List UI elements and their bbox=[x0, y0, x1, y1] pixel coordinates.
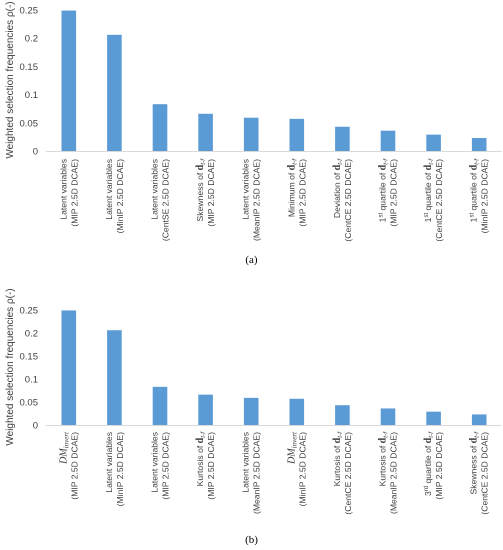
x-tick-label: (MIP 2.5D DCAE) bbox=[69, 432, 79, 500]
y-tick-label: 0.25 bbox=[20, 6, 39, 17]
bar bbox=[243, 397, 259, 425]
y-tick-label: 0.1 bbox=[25, 375, 38, 386]
x-tick-label: DMinvert​ bbox=[286, 431, 298, 465]
bar bbox=[335, 126, 350, 151]
x-tick-label: Latent variables bbox=[104, 159, 114, 220]
x-tick-label: (CentSE 2.5D DCAE) bbox=[161, 159, 171, 241]
y-tick-label: 0.15 bbox=[20, 352, 39, 363]
x-tick-label: Deviation of dt-f​ bbox=[332, 158, 344, 218]
x-tick-label: Latent variables bbox=[150, 432, 160, 493]
x-tick-label: Skewness of dt-f​ bbox=[195, 158, 207, 222]
x-tick-label: DMinvert​ bbox=[58, 431, 70, 465]
x-tick-label: Kurtosis of dt-f​ bbox=[332, 431, 344, 487]
bar bbox=[107, 330, 122, 425]
y-tick-label: 0.1 bbox=[25, 90, 38, 101]
bar bbox=[426, 411, 441, 425]
x-tick-label: Latent variables bbox=[241, 159, 251, 220]
x-tick-label: (MIP 2.5D DCAE) bbox=[206, 159, 216, 227]
x-tick-label: (MeanIP 2.5D DCAE) bbox=[252, 432, 262, 514]
bar bbox=[61, 310, 77, 425]
bar bbox=[335, 405, 350, 425]
panel-label: (b) bbox=[245, 534, 258, 546]
x-tick-label: 1st​ quartile of dt-f​ bbox=[469, 158, 481, 223]
bar bbox=[471, 138, 487, 151]
bar bbox=[152, 104, 168, 151]
y-tick-label: 0.05 bbox=[20, 118, 39, 129]
x-tick-label: Latent variables bbox=[104, 432, 114, 493]
x-tick-label: (CentCE 2.5D DCAE) bbox=[343, 159, 353, 242]
x-tick-label: (MinIP 2.5D DCAE) bbox=[297, 432, 307, 506]
x-tick-label: Skewness of dt-f​ bbox=[469, 431, 481, 495]
x-tick-label: (MIP 2.5D DCAE) bbox=[206, 432, 216, 500]
x-tick-label: (CentCE 2.5D DCAE) bbox=[343, 432, 353, 515]
x-tick-label: Latent variables bbox=[150, 159, 160, 220]
bar bbox=[198, 394, 213, 425]
x-tick-label: Latent variables bbox=[58, 159, 68, 220]
x-tick-label: (MIP 2.5D DCAE) bbox=[161, 432, 171, 500]
chart-panel-a: 0 0.05 0.1 0.15 0.2 0.25 Weighted selection fr… bbox=[5, 1, 502, 266]
chart-panel-b: 0 0.05 0.1 0.15 0.2 0.25 Weighted selection fr… bbox=[5, 288, 502, 546]
x-tick-label: (MinIP 2.5D DCAE) bbox=[480, 159, 490, 233]
y-tick-label: 0 bbox=[33, 147, 38, 158]
x-tick-label: Kurtosis of dt-f​ bbox=[195, 431, 207, 487]
y-axis-label: Weighted selection frequencies ρ(-) bbox=[5, 1, 16, 158]
bar bbox=[380, 130, 396, 151]
bar bbox=[61, 10, 77, 152]
bar bbox=[289, 118, 305, 151]
x-tick-label: Minimum of dt-f​ bbox=[286, 158, 298, 217]
y-tick-label: 0.05 bbox=[20, 398, 39, 409]
bar bbox=[289, 398, 305, 425]
y-tick-label: 0.2 bbox=[25, 329, 38, 340]
bar bbox=[107, 34, 122, 151]
y-axis-label: Weighted selection frequencies ρ(-) bbox=[5, 288, 16, 445]
bar bbox=[243, 117, 259, 151]
x-tick-label: 3rd​ quartile of dt-f​ bbox=[423, 431, 435, 496]
bar bbox=[152, 386, 168, 425]
x-tick-label: 1st​ quartile of dt-f​ bbox=[378, 158, 390, 223]
x-tick-label: Kurtosis of dt-f​ bbox=[378, 431, 390, 487]
bar bbox=[198, 113, 213, 151]
y-tick-label: 0 bbox=[33, 421, 38, 432]
x-tick-label: (MIP 2.5D DCAE) bbox=[389, 159, 399, 227]
bar bbox=[426, 134, 441, 151]
y-tick-label: 0.15 bbox=[20, 62, 39, 73]
x-tick-label: (MinIP 2.5D DCAE) bbox=[115, 432, 125, 506]
x-tick-label: (MeanIP 2.5D DCAE) bbox=[252, 159, 262, 241]
x-tick-label: 1st​ quartile of dt-f​ bbox=[423, 158, 435, 223]
bar bbox=[471, 414, 487, 425]
x-tick-label: (MinIP 2.5D DCAE) bbox=[115, 159, 125, 233]
x-tick-label: (MeanIP 2.5D DCAE) bbox=[389, 432, 399, 514]
x-tick-label: (MIP 2.5D DCAE) bbox=[297, 159, 307, 227]
panel-label: (a) bbox=[245, 254, 258, 266]
y-tick-label: 0.25 bbox=[20, 306, 39, 317]
x-tick-label: (CentCE 2.5D DCAE) bbox=[434, 159, 444, 242]
bar bbox=[380, 408, 396, 425]
y-tick-label: 0.2 bbox=[25, 34, 38, 45]
x-tick-label: (CentCE 2.5D DCAE) bbox=[480, 432, 490, 515]
x-tick-label: (MIP 2.5D DCAE) bbox=[434, 432, 444, 500]
x-tick-label: Latent variables bbox=[241, 432, 251, 493]
x-tick-label: (MIP 2.5D DCAE) bbox=[69, 159, 79, 227]
